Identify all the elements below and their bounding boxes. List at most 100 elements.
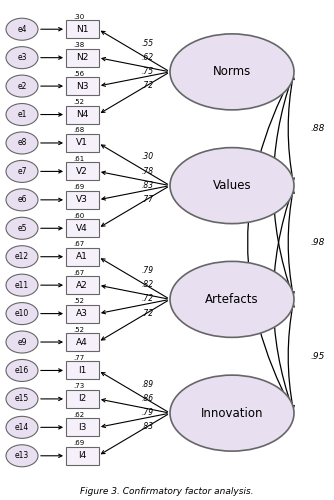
Ellipse shape bbox=[6, 189, 38, 211]
Text: e2: e2 bbox=[17, 82, 27, 90]
Text: .67: .67 bbox=[73, 241, 85, 247]
Text: N3: N3 bbox=[76, 82, 88, 90]
Ellipse shape bbox=[6, 18, 38, 40]
Text: e7: e7 bbox=[17, 167, 27, 176]
Text: e9: e9 bbox=[17, 338, 27, 346]
Ellipse shape bbox=[6, 75, 38, 97]
Text: .61: .61 bbox=[73, 156, 85, 162]
Text: .55: .55 bbox=[142, 38, 154, 48]
Ellipse shape bbox=[170, 148, 294, 224]
Text: .52: .52 bbox=[73, 99, 84, 105]
Text: N1: N1 bbox=[76, 24, 88, 34]
FancyBboxPatch shape bbox=[65, 106, 99, 124]
Text: .56: .56 bbox=[73, 70, 85, 76]
Ellipse shape bbox=[6, 132, 38, 154]
Text: .77: .77 bbox=[142, 195, 154, 204]
FancyBboxPatch shape bbox=[65, 134, 99, 152]
FancyBboxPatch shape bbox=[65, 447, 99, 465]
Text: .68: .68 bbox=[73, 128, 85, 134]
Ellipse shape bbox=[170, 375, 294, 451]
Text: A1: A1 bbox=[76, 252, 88, 261]
Ellipse shape bbox=[170, 262, 294, 338]
Text: .73: .73 bbox=[73, 384, 85, 390]
Text: e11: e11 bbox=[15, 280, 29, 289]
Text: .62: .62 bbox=[142, 53, 154, 62]
Ellipse shape bbox=[6, 331, 38, 353]
Text: e16: e16 bbox=[15, 366, 29, 375]
Text: I1: I1 bbox=[78, 366, 86, 375]
FancyBboxPatch shape bbox=[65, 77, 99, 95]
Text: e4: e4 bbox=[17, 24, 27, 34]
Text: .69: .69 bbox=[73, 440, 85, 446]
Text: .95: .95 bbox=[311, 352, 325, 361]
Text: .30: .30 bbox=[73, 14, 85, 20]
Ellipse shape bbox=[6, 445, 38, 467]
FancyBboxPatch shape bbox=[65, 304, 99, 322]
Text: V3: V3 bbox=[76, 196, 88, 204]
Text: .86: .86 bbox=[142, 394, 154, 403]
Text: e12: e12 bbox=[15, 252, 29, 261]
Text: .67: .67 bbox=[73, 270, 85, 276]
Text: e3: e3 bbox=[17, 53, 27, 62]
Text: .62: .62 bbox=[73, 412, 85, 418]
Ellipse shape bbox=[6, 104, 38, 126]
FancyBboxPatch shape bbox=[65, 20, 99, 38]
Text: .75: .75 bbox=[142, 67, 154, 76]
Ellipse shape bbox=[6, 274, 38, 296]
Text: .52: .52 bbox=[73, 298, 84, 304]
Text: e13: e13 bbox=[15, 452, 29, 460]
Text: Innovation: Innovation bbox=[201, 406, 263, 420]
Text: .89: .89 bbox=[142, 380, 154, 389]
Text: e1: e1 bbox=[17, 110, 27, 119]
Text: N2: N2 bbox=[76, 53, 88, 62]
Text: .52: .52 bbox=[73, 326, 84, 332]
Ellipse shape bbox=[6, 246, 38, 268]
Text: e6: e6 bbox=[17, 196, 27, 204]
Ellipse shape bbox=[170, 34, 294, 110]
Text: .60: .60 bbox=[73, 213, 85, 219]
Text: V1: V1 bbox=[76, 138, 88, 147]
Text: V4: V4 bbox=[76, 224, 88, 233]
FancyBboxPatch shape bbox=[65, 276, 99, 294]
Text: Figure 3. Confirmatory factor analysis.: Figure 3. Confirmatory factor analysis. bbox=[80, 488, 254, 496]
Text: A2: A2 bbox=[76, 280, 88, 289]
FancyBboxPatch shape bbox=[65, 48, 99, 66]
Text: e8: e8 bbox=[17, 138, 27, 147]
FancyBboxPatch shape bbox=[65, 333, 99, 351]
FancyBboxPatch shape bbox=[65, 418, 99, 436]
Text: Norms: Norms bbox=[213, 66, 251, 78]
Text: Values: Values bbox=[213, 179, 251, 192]
Text: e5: e5 bbox=[17, 224, 27, 233]
Ellipse shape bbox=[6, 360, 38, 382]
Text: .88: .88 bbox=[311, 124, 325, 133]
FancyBboxPatch shape bbox=[65, 162, 99, 180]
FancyBboxPatch shape bbox=[65, 362, 99, 380]
FancyBboxPatch shape bbox=[65, 191, 99, 209]
Text: N4: N4 bbox=[76, 110, 88, 119]
Ellipse shape bbox=[6, 46, 38, 68]
FancyBboxPatch shape bbox=[65, 248, 99, 266]
Ellipse shape bbox=[6, 388, 38, 410]
Text: .83: .83 bbox=[142, 180, 154, 190]
Text: I2: I2 bbox=[78, 394, 86, 404]
Text: .98: .98 bbox=[311, 238, 325, 247]
Ellipse shape bbox=[6, 218, 38, 240]
Text: e10: e10 bbox=[15, 309, 29, 318]
Text: e14: e14 bbox=[15, 423, 29, 432]
Ellipse shape bbox=[6, 160, 38, 182]
Text: .79: .79 bbox=[142, 408, 154, 417]
Text: I3: I3 bbox=[78, 423, 86, 432]
Ellipse shape bbox=[6, 302, 38, 324]
FancyBboxPatch shape bbox=[65, 390, 99, 408]
Text: A4: A4 bbox=[76, 338, 88, 346]
Text: .77: .77 bbox=[73, 355, 85, 361]
Text: .30: .30 bbox=[142, 152, 154, 162]
Text: e15: e15 bbox=[15, 394, 29, 404]
Text: A3: A3 bbox=[76, 309, 88, 318]
Text: .69: .69 bbox=[73, 184, 85, 190]
Text: .78: .78 bbox=[142, 166, 154, 175]
Text: I4: I4 bbox=[78, 452, 86, 460]
Text: .79: .79 bbox=[142, 266, 154, 275]
Text: .72: .72 bbox=[142, 81, 154, 90]
Text: Artefacts: Artefacts bbox=[205, 293, 259, 306]
